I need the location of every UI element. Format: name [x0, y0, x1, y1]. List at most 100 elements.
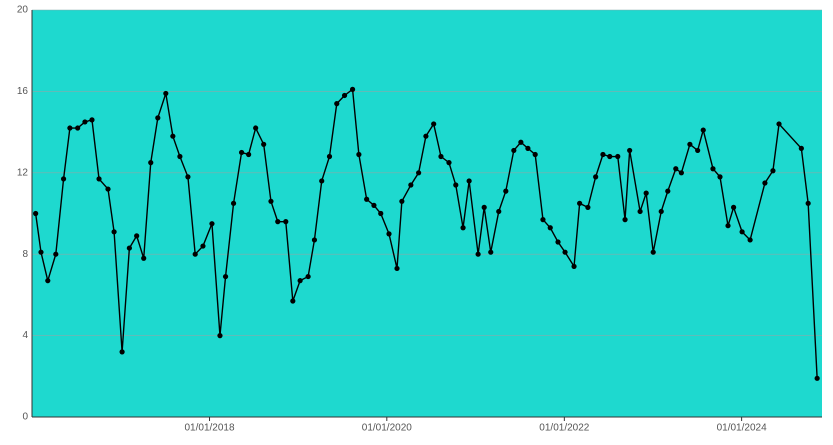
point — [253, 125, 259, 131]
point — [246, 151, 252, 158]
point — [805, 200, 811, 206]
point — [725, 223, 731, 229]
point — [356, 151, 362, 158]
point — [776, 121, 782, 127]
point — [627, 147, 633, 154]
point — [341, 92, 348, 99]
point — [75, 125, 81, 131]
point — [290, 298, 296, 304]
point — [209, 221, 215, 227]
point — [577, 200, 583, 206]
point — [673, 166, 679, 172]
point — [386, 231, 392, 237]
point — [394, 265, 400, 272]
point — [349, 86, 356, 92]
point — [163, 90, 169, 97]
plot-area — [32, 10, 822, 417]
point — [126, 245, 132, 251]
point — [431, 121, 437, 127]
point — [275, 219, 281, 225]
point — [658, 208, 664, 215]
point — [650, 249, 656, 255]
line — [34, 88, 818, 379]
point — [710, 166, 716, 172]
point — [170, 133, 176, 139]
y-tick-label: 12 — [17, 167, 29, 178]
point — [423, 133, 429, 139]
point — [762, 180, 768, 186]
point — [326, 153, 333, 160]
point — [814, 375, 820, 381]
point — [438, 153, 444, 160]
point — [562, 249, 568, 255]
point — [585, 204, 591, 210]
point — [185, 174, 191, 180]
point — [547, 225, 553, 231]
point — [217, 333, 223, 339]
point — [475, 251, 481, 257]
point — [148, 160, 154, 166]
point — [460, 225, 466, 231]
x-tick-label: 01/01/2024 — [717, 423, 767, 434]
point — [607, 153, 613, 160]
point — [695, 147, 701, 154]
point — [747, 237, 753, 243]
point — [38, 249, 44, 255]
point — [717, 174, 723, 180]
point — [687, 141, 693, 147]
y-tick-label: 4 — [22, 330, 28, 341]
point — [111, 229, 117, 235]
point — [96, 176, 102, 182]
point — [496, 208, 502, 215]
point — [446, 160, 452, 166]
point — [798, 145, 804, 151]
point — [615, 153, 621, 160]
point — [488, 249, 494, 255]
point — [297, 278, 303, 284]
x-tick-label: 01/01/2018 — [184, 423, 234, 434]
point — [678, 170, 684, 176]
point — [731, 204, 737, 210]
point — [466, 178, 472, 184]
point — [82, 119, 88, 125]
point — [177, 153, 183, 160]
point — [364, 196, 370, 202]
point — [643, 190, 649, 196]
point — [511, 147, 517, 154]
y-tick-label: 8 — [22, 249, 28, 260]
point — [60, 176, 67, 182]
point — [770, 168, 776, 174]
x-tick-label: 01/01/2022 — [539, 423, 589, 434]
x-tick-label: 01/01/2020 — [362, 423, 412, 434]
point — [532, 151, 538, 158]
point — [416, 170, 422, 176]
point — [222, 273, 229, 280]
point — [261, 141, 267, 147]
point — [700, 127, 706, 133]
y-tick-label: 0 — [22, 412, 28, 423]
point — [593, 174, 599, 180]
y-tick-label: 16 — [17, 86, 29, 97]
point — [453, 182, 459, 188]
y-tick-label: 20 — [17, 5, 29, 16]
point — [192, 251, 198, 257]
point — [665, 188, 671, 194]
point — [525, 145, 531, 151]
point — [268, 198, 274, 204]
point — [408, 182, 414, 188]
point — [67, 125, 73, 131]
point — [540, 217, 546, 223]
point — [371, 202, 377, 208]
point — [155, 115, 161, 121]
point — [141, 255, 147, 261]
point — [555, 239, 561, 245]
point — [53, 251, 59, 257]
point — [230, 200, 237, 206]
point — [637, 208, 643, 215]
point — [334, 101, 340, 107]
point — [319, 178, 325, 184]
point — [105, 186, 111, 192]
point — [503, 188, 509, 194]
point — [622, 217, 628, 223]
point — [399, 198, 405, 204]
